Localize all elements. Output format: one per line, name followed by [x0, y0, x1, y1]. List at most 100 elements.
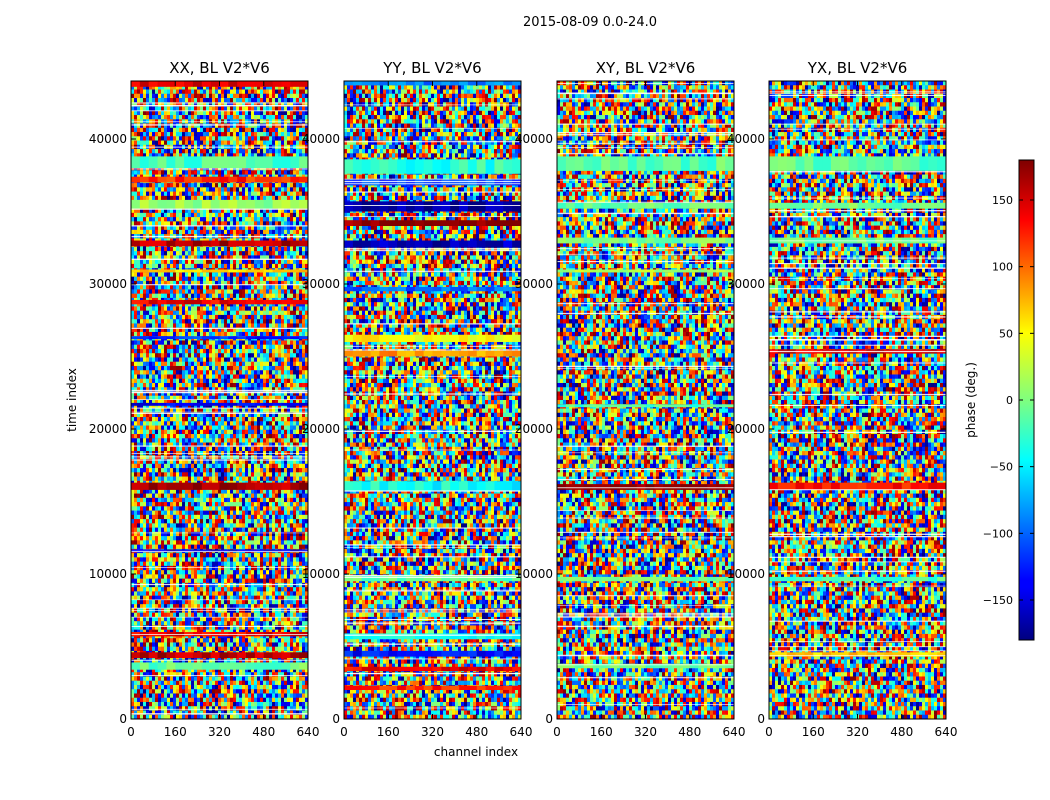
- phase-band: [131, 299, 308, 305]
- phase-band: [557, 576, 734, 582]
- x-tick-label: 480: [678, 725, 701, 739]
- y-tick-label: 20000: [302, 422, 340, 436]
- x-tick-label: 320: [421, 725, 444, 739]
- phase-band: [769, 576, 946, 582]
- phase-band: [131, 549, 308, 553]
- x-tick-label: 160: [164, 725, 187, 739]
- colorbar-ticks: −150 −100 −50 0 50 100 150: [983, 194, 1034, 607]
- y-tick-label: 40000: [302, 132, 340, 146]
- y-tick-label: 20000: [89, 422, 127, 436]
- panels-group: XX, BL V2*V6 0 160 320 480 640 0 10000 20000 3000…: [89, 59, 958, 739]
- x-tick-label: 0: [340, 725, 348, 739]
- panel-3: XY, BL V2*V6 0 160 320 480 640 0 10000 20000 3000…: [515, 59, 746, 739]
- phase-band: [557, 269, 734, 273]
- phase-band: [344, 286, 521, 292]
- panel-3-image: [557, 81, 734, 719]
- y-tick-label: 10000: [302, 567, 340, 581]
- y-tick-label: 0: [332, 712, 340, 726]
- x-tick-label: 160: [590, 725, 613, 739]
- figure-title: 2015-08-09 0.0-24.0: [523, 15, 657, 30]
- colorbar-tick-label: −50: [990, 461, 1013, 474]
- y-tick-label: 40000: [727, 132, 765, 146]
- y-tick-label: 40000: [89, 132, 127, 146]
- phase-band: [769, 202, 946, 209]
- colorbar-tick-label: −100: [983, 527, 1013, 540]
- panel-4: YX, BL V2*V6 0 160 320 480 640 0 10000 20000 3000…: [727, 59, 958, 739]
- phase-band: [131, 240, 308, 247]
- phase-band: [131, 652, 308, 659]
- y-tick-label: 30000: [515, 277, 553, 291]
- phase-band: [344, 81, 521, 86]
- phase-band: [131, 81, 308, 87]
- panel-4-image: [769, 81, 946, 719]
- x-tick-label: 0: [127, 725, 135, 739]
- phase-band: [344, 481, 521, 492]
- x-tick-label: 160: [377, 725, 400, 739]
- x-tick-label: 640: [935, 725, 958, 739]
- phase-band: [131, 402, 308, 406]
- y-tick-label: 10000: [89, 567, 127, 581]
- x-tick-label: 480: [890, 725, 913, 739]
- y-tick-label: 0: [757, 712, 765, 726]
- phase-band: [344, 350, 521, 357]
- phase-band: [344, 685, 521, 690]
- y-tick-label: 10000: [515, 567, 553, 581]
- x-tick-label: 0: [553, 725, 561, 739]
- colorbar-label: phase (deg.): [964, 362, 978, 438]
- panel-title: XX, BL V2*V6: [169, 59, 270, 77]
- phase-band: [344, 201, 521, 212]
- colorbar: −150 −100 −50 0 50 100 150 phase (deg.): [964, 159, 1035, 641]
- phase-band: [557, 404, 734, 408]
- y-tick-label: 30000: [89, 277, 127, 291]
- colorbar-tick-label: 100: [992, 261, 1013, 274]
- x-tick-label: 640: [723, 725, 746, 739]
- x-tick-label: 320: [846, 725, 869, 739]
- phase-band: [344, 666, 521, 672]
- y-tick-label: 0: [545, 712, 553, 726]
- y-tick-label: 30000: [727, 277, 765, 291]
- y-axis-label: time index: [65, 368, 79, 432]
- phase-band: [131, 176, 308, 183]
- y-tick-label: 20000: [515, 422, 553, 436]
- panel-1-image: [131, 81, 308, 719]
- phase-band: [769, 237, 946, 244]
- panel-2: YY, BL V2*V6 0 160 320 480 640 0 10000 20000 3000…: [302, 59, 533, 739]
- phase-band: [344, 220, 521, 226]
- x-axis-label: channel index: [434, 745, 518, 759]
- phase-band: [344, 633, 521, 640]
- phase-band: [769, 156, 946, 171]
- phase-band: [557, 484, 734, 490]
- x-tick-label: 480: [465, 725, 488, 739]
- panel-title: YY, BL V2*V6: [382, 59, 481, 77]
- phase-band: [131, 336, 308, 340]
- phase-band: [344, 159, 521, 174]
- x-tick-label: 160: [802, 725, 825, 739]
- phase-band: [557, 202, 734, 209]
- panel-2-image: [344, 81, 521, 719]
- phase-band: [344, 179, 521, 186]
- phase-band: [769, 482, 946, 490]
- phase-band: [769, 652, 946, 657]
- phase-band: [131, 269, 308, 273]
- x-tick-label: 320: [208, 725, 231, 739]
- phase-band: [131, 662, 308, 670]
- colorbar-tick-label: 150: [992, 194, 1013, 207]
- colorbar-tick-label: −150: [983, 594, 1013, 607]
- phase-band: [557, 237, 734, 244]
- y-tick-label: 10000: [727, 567, 765, 581]
- colorbar-tick-label: 50: [999, 327, 1013, 340]
- y-tick-label: 30000: [302, 277, 340, 291]
- x-tick-label: 640: [510, 725, 533, 739]
- phase-band: [557, 663, 734, 669]
- y-tick-label: 20000: [727, 422, 765, 436]
- panel-title: YX, BL V2*V6: [807, 59, 908, 77]
- phase-band: [344, 334, 521, 342]
- panel-1: XX, BL V2*V6 0 160 320 480 640 0 10000 20000 3000…: [89, 59, 320, 739]
- panel-title: XY, BL V2*V6: [596, 59, 696, 77]
- y-tick-label: 0: [119, 712, 127, 726]
- phase-band: [131, 199, 308, 209]
- x-tick-label: 640: [297, 725, 320, 739]
- colorbar-tick-label: 0: [1006, 394, 1013, 407]
- x-tick-label: 480: [252, 725, 275, 739]
